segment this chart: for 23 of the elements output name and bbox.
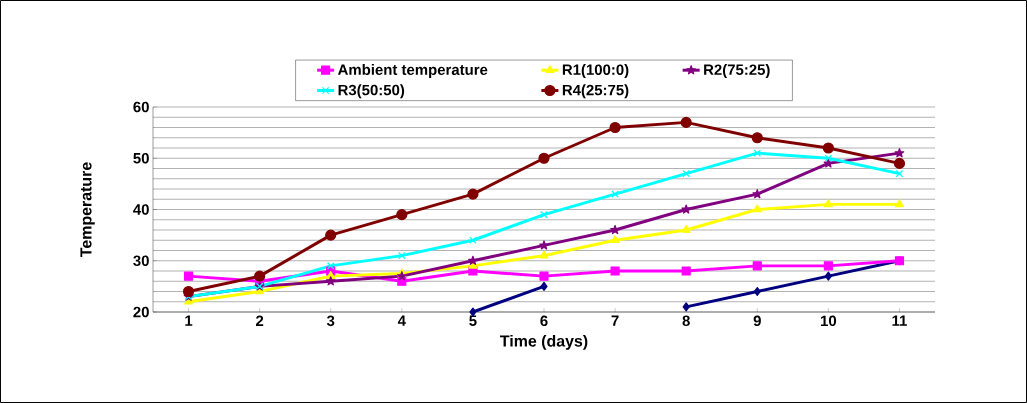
legend-label: Ambient temperature — [337, 64, 488, 78]
x-tick-label: 8 — [682, 315, 690, 327]
y-tick-label: 60 — [133, 101, 149, 113]
x-tick-label: 2 — [256, 315, 264, 326]
x-tick-label: 7 — [611, 315, 619, 326]
x-tick-label: 9 — [753, 315, 761, 327]
x-tick-label: 3 — [326, 315, 335, 327]
x-tick-label: 5 — [469, 315, 477, 326]
y-tick-label: 50 — [133, 152, 149, 164]
x-axis-title: Time (days) — [500, 334, 588, 350]
x-tick-label: 1 — [185, 315, 193, 326]
legend-label: R4(25:75) — [562, 84, 629, 99]
legend-label: R3(50:50) — [338, 84, 405, 99]
legend-label: R2(75:25) — [704, 64, 770, 78]
x-tick-label: 11 — [892, 315, 907, 326]
x-tick-label: 4 — [397, 315, 406, 326]
y-tick-label: 40 — [133, 204, 149, 215]
y-tick-label: 20 — [133, 306, 149, 318]
legend-label: R1(100:0) — [562, 64, 629, 78]
x-tick-label: 10 — [821, 315, 837, 327]
x-tick-label: 6 — [540, 315, 548, 327]
y-axis-title: Temperature — [80, 162, 95, 258]
y-tick-label: 30 — [133, 255, 149, 267]
